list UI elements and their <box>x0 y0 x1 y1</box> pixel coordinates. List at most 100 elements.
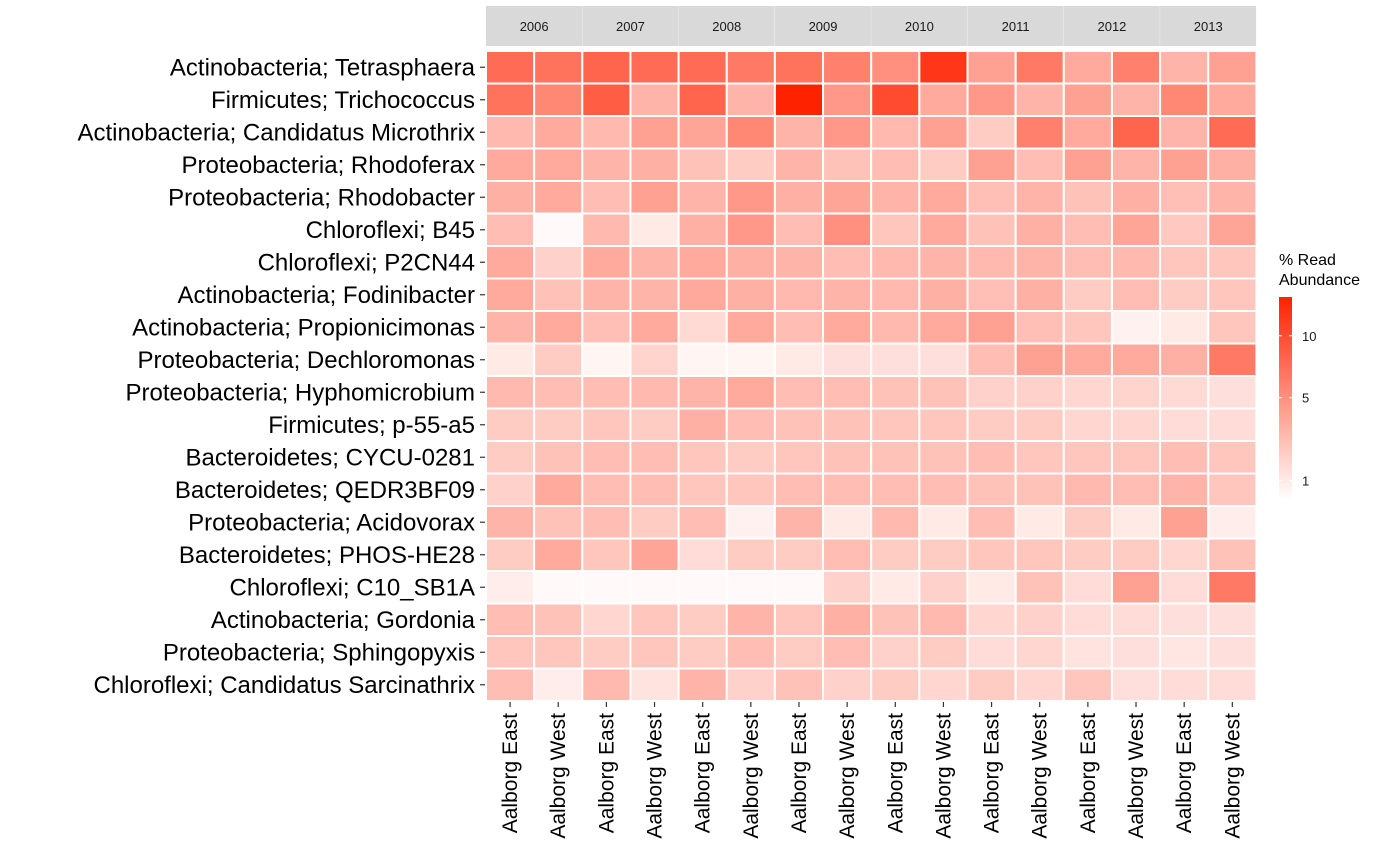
heatmap-cell <box>1207 375 1258 410</box>
heatmap-cell <box>677 667 728 702</box>
heatmap-cell <box>822 375 873 410</box>
col-label: Aalborg West <box>932 713 955 839</box>
heatmap-cell <box>533 537 584 572</box>
heatmap-cell <box>581 50 632 85</box>
heatmap-cell <box>629 407 680 442</box>
heatmap-cell <box>581 277 632 312</box>
heatmap-cell <box>918 245 969 280</box>
row-label: Proteobacteria; Rhodobacter <box>168 184 475 211</box>
heatmap-cell <box>1062 245 1113 280</box>
heatmap-cell <box>1207 277 1258 312</box>
row-label: Proteobacteria; Acidovorax <box>188 509 475 536</box>
col-label: Aalborg West <box>644 713 667 839</box>
row-label: Actinobacteria; Tetrasphaera <box>170 54 476 81</box>
heatmap-cell <box>725 375 776 410</box>
heatmap-cell <box>581 342 632 377</box>
heatmap-cell <box>822 407 873 442</box>
col-label: Aalborg East <box>981 713 1004 833</box>
heatmap-cell <box>725 147 776 182</box>
facet-strip-2006 <box>486 6 582 46</box>
heatmap-cell <box>822 472 873 507</box>
heatmap-cell <box>966 667 1017 702</box>
heatmap-cell <box>870 667 921 702</box>
facet-label-2006: 2006 <box>520 19 549 34</box>
heatmap-cell <box>1062 82 1113 117</box>
row-label: Actinobacteria; Propionicimonas <box>132 314 475 341</box>
heatmap-cell <box>533 277 584 312</box>
heatmap-cell <box>822 180 873 215</box>
heatmap-cell <box>581 82 632 117</box>
heatmap-cell <box>870 570 921 605</box>
heatmap-cell <box>629 115 680 150</box>
heatmap-cell <box>822 570 873 605</box>
heatmap-cell <box>1014 50 1065 85</box>
heatmap-cell <box>1110 310 1162 345</box>
heatmap-cell <box>773 407 825 442</box>
heatmap-cell <box>773 537 825 572</box>
heatmap-cell <box>966 602 1017 637</box>
heatmap-cell <box>1207 602 1258 637</box>
heatmap-cell <box>629 147 680 182</box>
heatmap-cell <box>870 277 921 312</box>
heatmap-cell <box>677 82 728 117</box>
row-label: Proteobacteria; Hyphomicrobium <box>126 379 476 406</box>
heatmap-cell <box>1062 472 1113 507</box>
heatmap-cell <box>822 50 873 85</box>
heatmap-cell <box>1062 407 1113 442</box>
heatmap-cell <box>725 50 776 85</box>
heatmap-cell <box>1110 115 1162 150</box>
col-label: Aalborg West <box>1029 713 1052 839</box>
heatmap-cell <box>581 635 632 670</box>
heatmap-cell <box>629 537 680 572</box>
heatmap-cell <box>677 407 728 442</box>
heatmap-cell <box>870 115 921 150</box>
row-label: Actinobacteria; Candidatus Microthrix <box>77 119 475 146</box>
heatmap-cell <box>533 82 584 117</box>
heatmap-cell <box>1014 82 1065 117</box>
heatmap-cell <box>485 472 536 507</box>
heatmap-cell <box>485 602 536 637</box>
heatmap-cell <box>1207 180 1258 215</box>
heatmap-cell <box>822 602 873 637</box>
row-label: Proteobacteria; Sphingopyxis <box>163 639 475 666</box>
heatmap-cell <box>870 245 921 280</box>
heatmap-cell <box>485 537 536 572</box>
heatmap-cell <box>773 50 825 85</box>
legend-colorbar <box>1279 297 1292 500</box>
heatmap-cell <box>918 342 969 377</box>
heatmap-cell <box>1014 602 1065 637</box>
legend-tick-label: 1 <box>1302 473 1309 488</box>
heatmap-cell <box>725 570 776 605</box>
heatmap-cell <box>1062 115 1113 150</box>
heatmap-cell <box>581 667 632 702</box>
heatmap-cell <box>1014 342 1065 377</box>
heatmap-cell <box>870 635 921 670</box>
col-label: Aalborg West <box>740 713 763 839</box>
heatmap-cell <box>966 310 1017 345</box>
heatmap-cell <box>966 635 1017 670</box>
col-label: Aalborg East <box>1077 713 1100 833</box>
heatmap-cell <box>581 245 632 280</box>
heatmap-cell <box>677 245 728 280</box>
heatmap-cell <box>966 375 1017 410</box>
heatmap-cell <box>1110 50 1162 85</box>
heatmap-cell <box>870 180 921 215</box>
heatmap-cell <box>1159 82 1210 117</box>
facet-label-2009: 2009 <box>809 19 838 34</box>
heatmap-cell <box>1062 537 1113 572</box>
heatmap-cell <box>870 602 921 637</box>
heatmap-cell <box>1207 407 1258 442</box>
heatmap-cell <box>677 180 728 215</box>
row-label: Actinobacteria; Fodinibacter <box>178 282 476 309</box>
heatmap-cell <box>485 82 536 117</box>
heatmap-cell <box>1062 505 1113 540</box>
heatmap-cell <box>1014 277 1065 312</box>
heatmap-cell <box>822 212 873 247</box>
heatmap-cell <box>1110 667 1162 702</box>
heatmap-cell <box>918 667 969 702</box>
heatmap-cell <box>725 277 776 312</box>
facet-label-2011: 2011 <box>1002 19 1030 34</box>
heatmap-cell <box>677 50 728 85</box>
heatmap-cell <box>677 505 728 540</box>
heatmap-cell <box>966 505 1017 540</box>
